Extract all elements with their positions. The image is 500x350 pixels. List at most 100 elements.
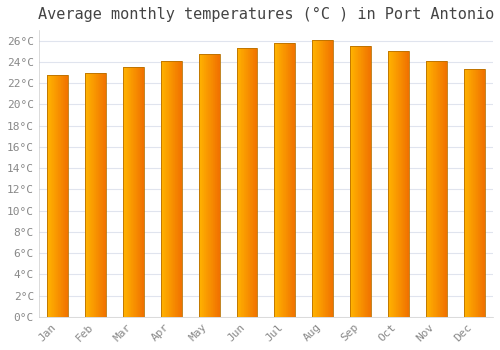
Bar bbox=[282, 43, 283, 317]
Bar bbox=[166, 61, 167, 317]
Bar bbox=[130, 67, 132, 317]
Bar bbox=[478, 69, 479, 317]
Bar bbox=[127, 67, 128, 317]
Bar bbox=[472, 69, 474, 317]
Bar bbox=[426, 61, 428, 317]
Bar bbox=[48, 75, 50, 317]
Bar bbox=[143, 67, 144, 317]
Bar bbox=[60, 75, 61, 317]
Bar bbox=[169, 61, 170, 317]
Bar bbox=[317, 40, 318, 317]
Bar bbox=[200, 55, 201, 317]
Bar bbox=[331, 40, 332, 317]
Bar bbox=[316, 40, 317, 317]
Bar bbox=[254, 48, 256, 317]
Bar bbox=[256, 48, 258, 317]
Bar bbox=[249, 48, 250, 317]
Bar bbox=[406, 51, 408, 317]
Bar bbox=[123, 67, 144, 317]
Bar bbox=[86, 72, 88, 317]
Bar bbox=[312, 40, 313, 317]
Bar bbox=[97, 72, 98, 317]
Bar bbox=[244, 48, 245, 317]
Bar bbox=[252, 48, 253, 317]
Bar bbox=[104, 72, 106, 317]
Bar bbox=[241, 48, 242, 317]
Bar bbox=[390, 51, 391, 317]
Bar bbox=[219, 55, 220, 317]
Bar bbox=[58, 75, 59, 317]
Bar bbox=[137, 67, 138, 317]
Bar bbox=[50, 75, 51, 317]
Bar bbox=[245, 48, 246, 317]
Bar bbox=[123, 67, 124, 317]
Bar bbox=[216, 55, 217, 317]
Bar bbox=[314, 40, 315, 317]
Bar bbox=[134, 67, 135, 317]
Bar bbox=[251, 48, 252, 317]
Bar bbox=[408, 51, 409, 317]
Bar bbox=[394, 51, 395, 317]
Bar bbox=[441, 61, 442, 317]
Bar bbox=[98, 72, 99, 317]
Bar bbox=[329, 40, 330, 317]
Bar bbox=[475, 69, 476, 317]
Bar bbox=[322, 40, 324, 317]
Bar bbox=[126, 67, 127, 317]
Bar bbox=[124, 67, 125, 317]
Bar bbox=[179, 61, 180, 317]
Bar bbox=[55, 75, 56, 317]
Bar bbox=[397, 51, 398, 317]
Bar bbox=[59, 75, 60, 317]
Bar bbox=[355, 46, 356, 317]
Bar bbox=[95, 72, 96, 317]
Bar bbox=[280, 43, 281, 317]
Bar bbox=[175, 61, 176, 317]
Bar bbox=[162, 61, 163, 317]
Bar bbox=[433, 61, 434, 317]
Bar bbox=[247, 48, 248, 317]
Bar bbox=[313, 40, 314, 317]
Bar bbox=[356, 46, 357, 317]
Bar bbox=[164, 61, 165, 317]
Bar bbox=[163, 61, 164, 317]
Bar bbox=[207, 55, 208, 317]
Bar bbox=[99, 72, 100, 317]
Bar bbox=[214, 55, 216, 317]
Bar bbox=[284, 43, 285, 317]
Bar bbox=[208, 55, 209, 317]
Bar bbox=[277, 43, 278, 317]
Bar bbox=[275, 43, 276, 317]
Bar bbox=[435, 61, 436, 317]
Bar bbox=[141, 67, 142, 317]
Bar bbox=[210, 55, 211, 317]
Bar bbox=[351, 46, 352, 317]
Bar bbox=[367, 46, 368, 317]
Bar bbox=[101, 72, 102, 317]
Bar bbox=[54, 75, 55, 317]
Bar bbox=[180, 61, 181, 317]
Bar bbox=[177, 61, 178, 317]
Bar bbox=[289, 43, 290, 317]
Bar bbox=[217, 55, 218, 317]
Bar bbox=[318, 40, 319, 317]
Bar bbox=[61, 75, 62, 317]
Bar bbox=[466, 69, 467, 317]
Bar bbox=[286, 43, 287, 317]
Bar bbox=[366, 46, 367, 317]
Bar bbox=[167, 61, 168, 317]
Bar bbox=[330, 40, 331, 317]
Bar bbox=[274, 43, 275, 317]
Bar bbox=[138, 67, 139, 317]
Bar bbox=[172, 61, 174, 317]
Bar bbox=[125, 67, 126, 317]
Bar bbox=[319, 40, 320, 317]
Bar bbox=[357, 46, 358, 317]
Bar bbox=[250, 48, 251, 317]
Bar bbox=[136, 67, 137, 317]
Bar bbox=[139, 67, 140, 317]
Bar bbox=[470, 69, 472, 317]
Bar bbox=[393, 51, 394, 317]
Bar bbox=[57, 75, 58, 317]
Bar bbox=[236, 48, 238, 317]
